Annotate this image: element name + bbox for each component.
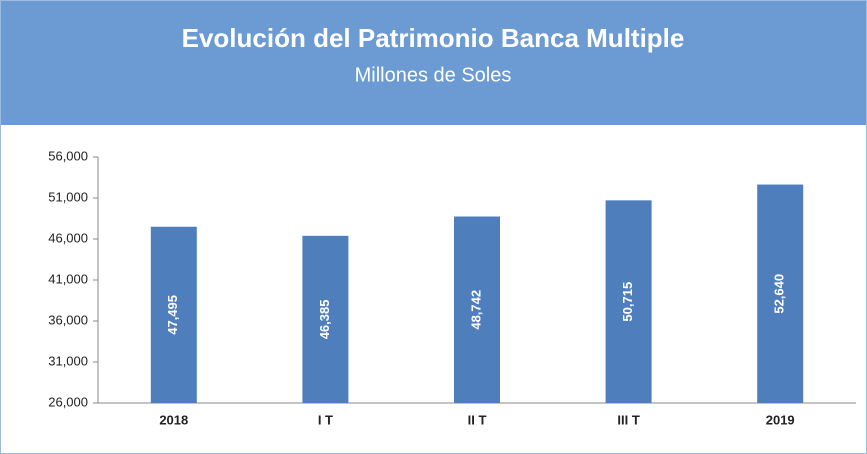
x-tick-label: 2018 [159, 412, 188, 427]
bar [605, 200, 652, 403]
value-label: 46,385 [317, 300, 332, 340]
y-tick-label: 41,000 [48, 271, 88, 286]
y-tick-label: 46,000 [48, 230, 88, 245]
bar [150, 226, 197, 403]
bar [454, 216, 500, 403]
x-tick-label: I T [318, 412, 333, 427]
x-tick-label: 2019 [766, 412, 795, 427]
y-tick-label: 51,000 [48, 189, 88, 204]
y-tick-label: 56,000 [48, 148, 88, 163]
value-label: 52,640 [772, 274, 787, 314]
y-tick-label: 36,000 [48, 312, 88, 327]
y-tick-label: 31,000 [48, 353, 88, 368]
x-tick-label: II T [468, 412, 487, 427]
bar [302, 235, 349, 403]
chart-title: Evolución del Patrimonio Banca Multiple [182, 23, 685, 53]
bar [757, 184, 804, 403]
value-label: 47,495 [165, 295, 180, 335]
value-label: 48,742 [468, 290, 483, 330]
x-tick-label: III T [617, 412, 639, 427]
value-label: 50,715 [620, 282, 635, 322]
y-tick-label: 26,000 [48, 394, 88, 409]
chart-subtitle: Millones de Soles [355, 64, 512, 86]
header-band [0, 0, 867, 125]
